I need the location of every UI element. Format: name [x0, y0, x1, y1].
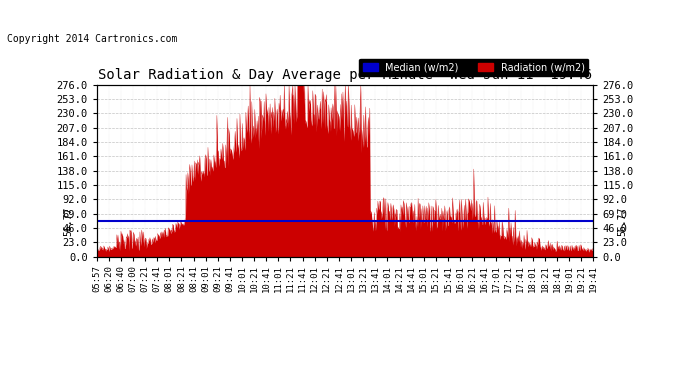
- Text: 56.77: 56.77: [63, 207, 73, 236]
- Text: Copyright 2014 Cartronics.com: Copyright 2014 Cartronics.com: [7, 34, 177, 44]
- Title: Solar Radiation & Day Average per Minute  Wed Jun 11  19:46: Solar Radiation & Day Average per Minute…: [98, 68, 592, 82]
- Legend: Median (w/m2), Radiation (w/m2): Median (w/m2), Radiation (w/m2): [359, 58, 589, 76]
- Text: 56.77: 56.77: [617, 207, 627, 236]
